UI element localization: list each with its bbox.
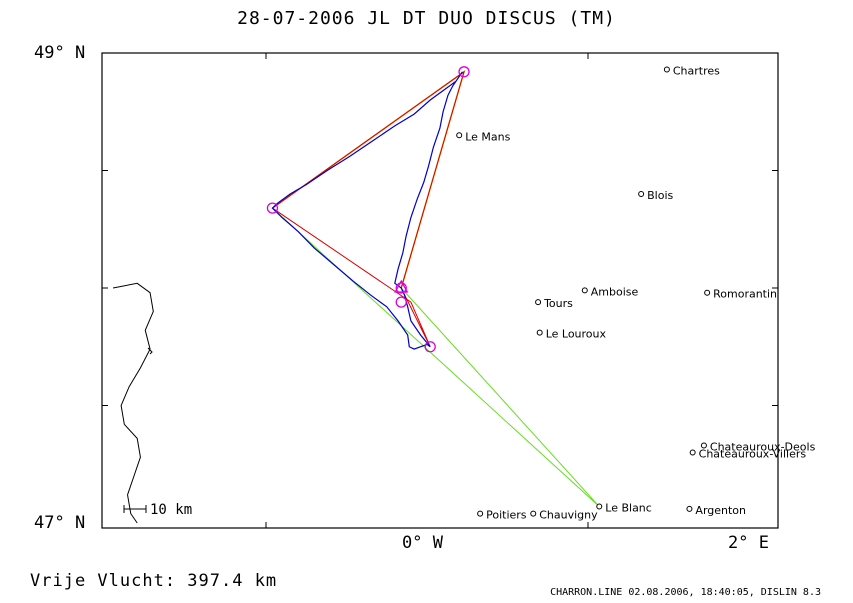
- coastline-islet: [147, 347, 153, 355]
- coastline: [112, 282, 154, 524]
- town-marker: [689, 449, 696, 456]
- town-marker: [477, 510, 484, 517]
- town-label: Argenton: [695, 504, 746, 517]
- town-label: Chateauroux-Deols: [710, 440, 816, 453]
- town-marker: [596, 503, 603, 510]
- town-marker: [581, 287, 588, 294]
- town-label: Le Louroux: [546, 328, 607, 341]
- lon-label-right: 2° E: [728, 533, 769, 553]
- town-label: Tours: [543, 297, 573, 310]
- chart-title: 28-07-2006 JL DT DUO DISCUS (TM): [237, 8, 616, 29]
- town-marker: [638, 191, 645, 197]
- flight-track: [271, 71, 463, 350]
- lon-label-mid: 0° W: [402, 533, 443, 553]
- town-marker: [704, 289, 711, 296]
- lat-label-top: 49° N: [34, 43, 86, 63]
- start-triangle: [394, 279, 409, 293]
- town-marker: [535, 299, 542, 306]
- scale-label: 10 km: [150, 502, 192, 518]
- town-marker: [530, 510, 537, 517]
- map-frame: [101, 52, 779, 529]
- turnpoints: [266, 66, 470, 353]
- optimized-leg: [272, 69, 466, 289]
- distance-label: Vrije Vlucht: 397.4 km: [30, 571, 278, 591]
- town-label: Le Blanc: [605, 502, 652, 515]
- turnpoint-marker: [458, 66, 470, 78]
- town-marker: [700, 442, 707, 449]
- town-label: Chauvigny: [539, 509, 598, 522]
- flight-track-line: [271, 71, 463, 350]
- credit-label: CHARRON.LINE 02.08.2006, 18:40:05, DISLI…: [550, 587, 821, 598]
- town-marker: [536, 329, 543, 336]
- lat-label-bottom: 47° N: [34, 513, 86, 533]
- turnpoint-marker: [395, 296, 407, 308]
- town-label: Le Mans: [465, 130, 510, 143]
- turnpoint-marker: [266, 202, 279, 214]
- town-marker: [663, 66, 670, 73]
- coastline-path: [112, 282, 154, 524]
- town-label: Chateauroux-Villers: [699, 448, 807, 461]
- task-legs: [271, 69, 600, 507]
- turnpoint-marker: [395, 282, 407, 294]
- towns: Chartres Le Mans Blois Amboise Romorantin Tou…: [456, 64, 816, 522]
- axis-ticks: [102, 53, 778, 528]
- town-label: Poitiers: [486, 509, 527, 522]
- alt-leg: [272, 207, 600, 507]
- town-label: Romorantin: [713, 288, 777, 301]
- scale-bar: 10 km: [123, 502, 192, 518]
- task-leg: [271, 70, 465, 347]
- town-marker: [456, 132, 463, 139]
- town-label: Chartres: [673, 64, 720, 77]
- town-marker: [686, 505, 693, 512]
- turnpoint-marker: [424, 341, 436, 353]
- town-label: Amboise: [591, 285, 639, 298]
- town-label: Blois: [647, 189, 673, 202]
